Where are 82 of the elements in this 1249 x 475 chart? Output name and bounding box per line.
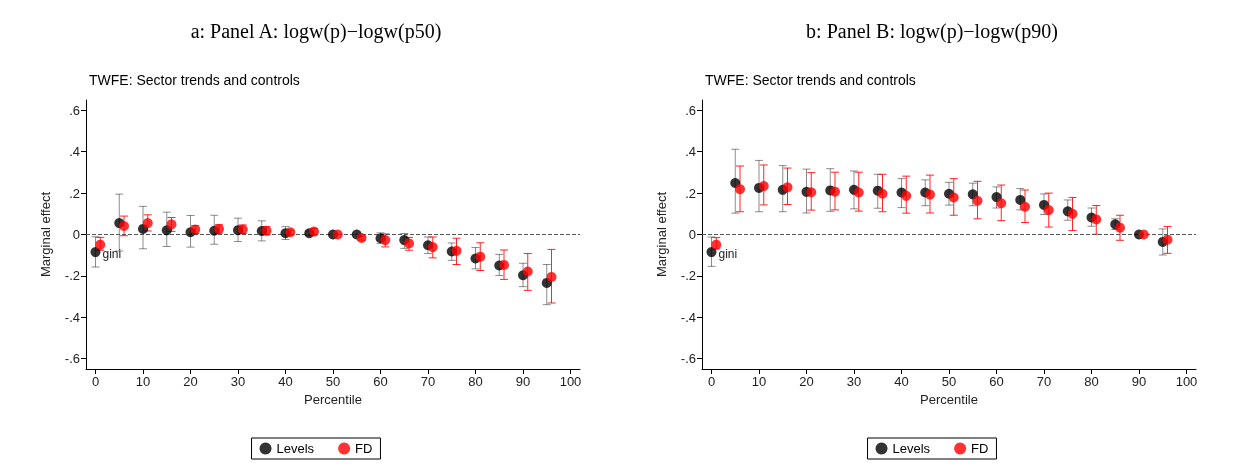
x-axis-title: Percentile xyxy=(304,391,362,407)
x-tick-label: 0 xyxy=(707,374,716,389)
point xyxy=(830,186,840,197)
y-tick-label: .4 xyxy=(685,144,696,160)
y-axis-title: Marginal effect xyxy=(38,191,53,278)
point xyxy=(806,187,817,198)
x-tick-label: 50 xyxy=(325,374,341,389)
point xyxy=(901,190,912,201)
point xyxy=(1162,234,1173,245)
point xyxy=(967,189,978,200)
y-tick-label: -.2 xyxy=(680,268,696,284)
chart-title: a: Panel A: logw(p)−logw(p50) xyxy=(190,20,442,43)
x-tick-label: 90 xyxy=(1131,374,1147,389)
x-tick-label: 70 xyxy=(420,374,436,389)
y-tick-label: -.4 xyxy=(680,309,696,325)
point xyxy=(1115,222,1125,233)
x-tick-label: 0 xyxy=(91,374,100,389)
y-tick-label: .6 xyxy=(685,102,696,118)
point xyxy=(332,229,343,240)
point xyxy=(1043,205,1054,216)
chart-title: b: Panel B: logw(p)−logw(p90) xyxy=(806,20,1058,43)
point xyxy=(499,259,509,270)
point xyxy=(877,188,888,199)
legend-label: FD xyxy=(355,441,373,456)
y-tick-label: .6 xyxy=(69,102,80,118)
x-tick-label: 100 xyxy=(1175,374,1198,389)
y-tick-label: 0 xyxy=(72,227,80,242)
y-tick-label: .4 xyxy=(69,144,80,160)
point xyxy=(427,242,438,253)
y-tick-label: -.4 xyxy=(64,309,80,325)
x-tick-label: 30 xyxy=(230,374,246,389)
point xyxy=(782,182,793,193)
annotation: gini xyxy=(102,247,122,262)
y-tick-label: -.6 xyxy=(680,351,696,367)
y-tick-label: .2 xyxy=(685,185,696,201)
x-tick-label: 40 xyxy=(894,374,909,389)
x-axis-title: Percentile xyxy=(920,391,978,407)
point xyxy=(948,192,959,203)
y-axis-title: Marginal effect xyxy=(654,191,669,278)
y-tick-label: -.6 xyxy=(64,351,80,367)
x-tick-label: 10 xyxy=(135,374,151,389)
x-tick-label: 40 xyxy=(278,374,293,389)
point xyxy=(706,247,717,258)
point xyxy=(758,181,769,192)
x-tick-label: 60 xyxy=(989,374,1004,389)
x-tick-label: 90 xyxy=(515,374,531,389)
point xyxy=(1138,229,1149,240)
x-tick-label: 60 xyxy=(373,374,388,389)
point xyxy=(1015,194,1026,205)
point xyxy=(119,221,129,232)
x-tick-label: 30 xyxy=(846,374,862,389)
point xyxy=(925,189,935,200)
point xyxy=(546,271,557,282)
chart-subtitle: TWFE: Sector trends and controls xyxy=(705,72,916,88)
x-tick-label: 20 xyxy=(799,374,814,389)
point xyxy=(1020,201,1030,212)
legend-label: FD xyxy=(971,441,989,456)
x-tick-label: 50 xyxy=(941,374,957,389)
point xyxy=(1067,208,1078,219)
annotation: gini xyxy=(718,247,738,262)
x-tick-label: 20 xyxy=(183,374,198,389)
x-tick-label: 80 xyxy=(468,374,483,389)
chart-subtitle: TWFE: Sector trends and controls xyxy=(89,72,300,88)
legend-label: Levels xyxy=(892,441,931,456)
point xyxy=(1091,214,1102,225)
y-tick-label: .2 xyxy=(69,185,80,201)
y-tick-label: 0 xyxy=(688,227,696,242)
point xyxy=(853,187,864,198)
x-tick-label: 70 xyxy=(1036,374,1052,389)
point xyxy=(972,195,983,206)
point xyxy=(90,247,101,258)
y-tick-label: -.2 xyxy=(64,268,80,284)
x-tick-label: 10 xyxy=(751,374,767,389)
point xyxy=(451,245,462,256)
x-tick-label: 100 xyxy=(559,374,582,389)
point xyxy=(142,218,153,229)
x-tick-label: 80 xyxy=(1084,374,1099,389)
point xyxy=(475,251,486,262)
legend-label: Levels xyxy=(276,441,315,456)
point xyxy=(735,184,745,195)
point xyxy=(522,266,533,277)
point xyxy=(996,198,1007,209)
